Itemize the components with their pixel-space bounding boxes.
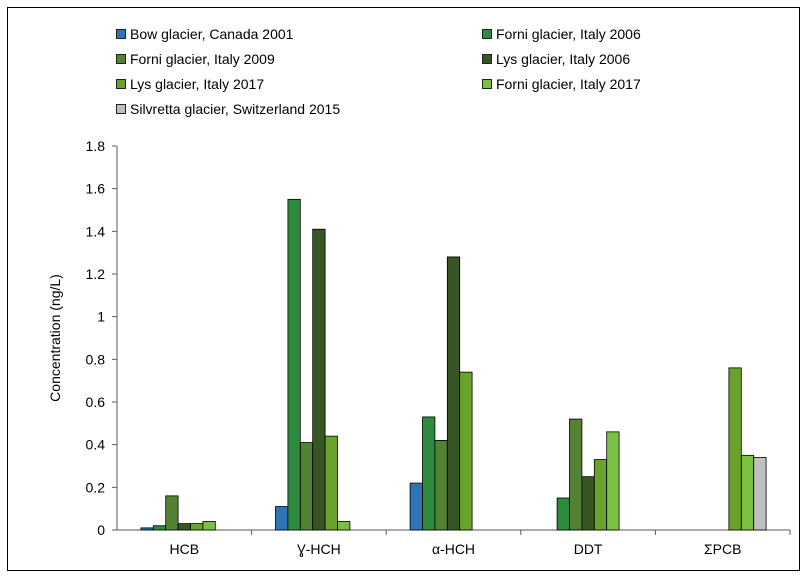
bar <box>728 367 742 531</box>
bar <box>324 435 338 531</box>
bar <box>190 523 204 531</box>
bar <box>593 459 608 531</box>
bar <box>753 457 767 531</box>
bar <box>152 525 167 531</box>
legend-item: Forni glacier, Italy 2009 <box>116 50 275 68</box>
x-tick-label: ΣPCB <box>704 541 741 557</box>
x-tick-label: HCB <box>170 541 200 557</box>
bar <box>202 521 216 531</box>
y-tick-label: 1.6 <box>86 181 106 197</box>
legend-swatch <box>116 104 126 114</box>
legend-swatch <box>116 79 126 89</box>
x-tick-label: α-HCH <box>432 541 475 557</box>
legend-label: Silvretta glacier, Switzerland 2015 <box>130 101 341 117</box>
bar <box>312 228 326 531</box>
legend-item: Bow glacier, Canada 2001 <box>116 25 293 43</box>
y-tick-label: 0.6 <box>86 394 106 410</box>
bar <box>140 527 154 531</box>
legend-item: Lys glacier, Italy 2006 <box>482 50 630 68</box>
legend-item: Forni glacier, Italy 2017 <box>482 75 641 93</box>
legend-swatch <box>482 79 492 89</box>
bar <box>606 431 620 531</box>
legend-label: Lys glacier, Italy 2017 <box>130 76 265 92</box>
legend-item: Silvretta glacier, Switzerland 2015 <box>116 100 340 118</box>
legend-label: Forni glacier, Italy 2017 <box>496 76 641 92</box>
legend-label: Bow glacier, Canada 2001 <box>130 26 294 42</box>
bar <box>337 521 351 531</box>
bar <box>740 454 755 531</box>
bar <box>299 442 314 531</box>
y-tick-label: 1.4 <box>86 223 106 239</box>
bar <box>446 256 461 531</box>
y-tick-label: 0.2 <box>86 479 106 495</box>
legend-item: Lys glacier, Italy 2017 <box>116 75 264 93</box>
legend-label: Forni glacier, Italy 2006 <box>496 26 641 42</box>
bar <box>422 416 436 531</box>
y-tick-label: 0.8 <box>86 351 106 367</box>
legend-swatch <box>116 54 126 64</box>
bar <box>569 418 583 531</box>
y-axis-title: Concentration (ng/L) <box>47 274 63 402</box>
y-tick-label: 0 <box>97 522 105 538</box>
bar <box>287 198 301 531</box>
y-tick-label: 0.4 <box>86 437 106 453</box>
chart-frame: Bow glacier, Canada 2001 Forni glacier, I… <box>7 7 800 571</box>
x-tick-label: DDT <box>574 541 603 557</box>
y-tick-label: 1 <box>97 309 105 325</box>
bar <box>434 439 448 531</box>
legend-swatch <box>482 54 492 64</box>
bar <box>581 476 595 531</box>
bar <box>177 523 191 531</box>
legend-label: Forni glacier, Italy 2009 <box>130 51 275 67</box>
legend-item: Forni glacier, Italy 2006 <box>482 25 641 43</box>
legend-label: Lys glacier, Italy 2006 <box>496 51 631 67</box>
bar <box>409 482 423 531</box>
legend-swatch <box>482 29 492 39</box>
x-tick-label: Ɣ-HCH <box>297 541 341 557</box>
bar <box>459 371 473 531</box>
bar <box>165 495 179 531</box>
y-tick-label: 1.2 <box>86 266 106 282</box>
y-tick-label: 1.8 <box>86 138 106 154</box>
bar <box>556 497 570 531</box>
bar <box>275 506 289 531</box>
legend-swatch <box>116 29 126 39</box>
bar-chart: 0 0.2 0.4 0.6 0.8 1 1.2 1.4 1.6 1.8 Concentration … <box>47 138 791 557</box>
